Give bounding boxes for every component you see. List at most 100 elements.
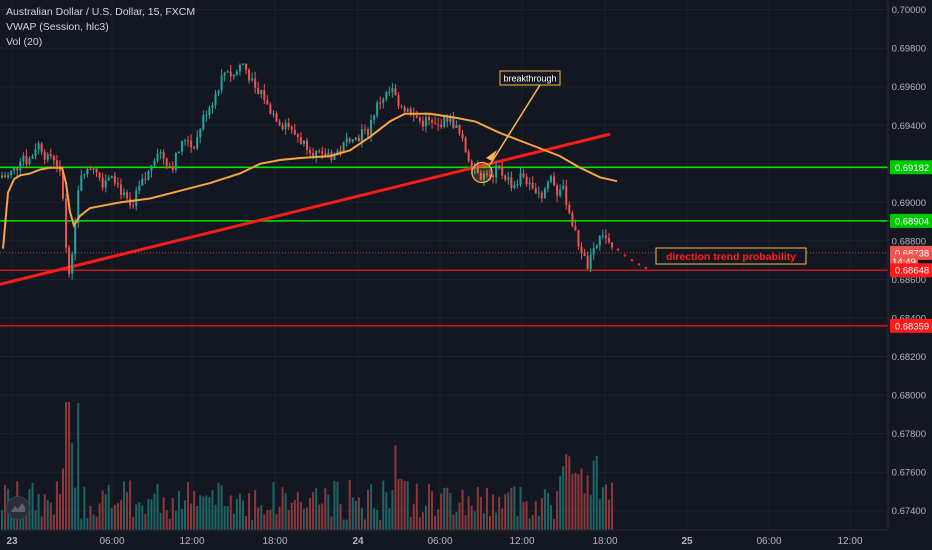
candle-body — [296, 134, 299, 138]
candle-body — [205, 115, 208, 117]
volume-bar — [312, 491, 315, 530]
volume-bar — [101, 490, 104, 530]
candle-body — [184, 140, 186, 142]
candle-body — [43, 151, 46, 160]
candle-body — [440, 124, 443, 127]
candle-body — [318, 150, 321, 152]
volume-bar — [348, 480, 351, 530]
price-axis[interactable]: 0.700000.698000.696000.694000.692000.690… — [887, 0, 932, 550]
candle-body — [49, 154, 52, 157]
candle-body — [397, 95, 400, 107]
volume-bar — [147, 498, 150, 530]
candle-body — [55, 160, 58, 167]
volume-bars — [1, 402, 613, 530]
volume-bar — [153, 493, 156, 530]
volume-bar — [376, 510, 379, 530]
candle-body — [540, 192, 543, 199]
candle-body — [263, 90, 266, 100]
volume-bar — [168, 518, 171, 530]
candle-body — [473, 166, 476, 169]
volume-bar — [235, 499, 238, 530]
volume-bar — [37, 493, 40, 530]
candle-body — [595, 245, 598, 248]
price-tick-label: 0.70000 — [892, 5, 926, 16]
candle-body — [321, 151, 324, 154]
candle-body — [415, 115, 418, 118]
candle-body — [421, 120, 424, 127]
candle-body — [144, 178, 147, 180]
candle-body — [196, 136, 199, 149]
candle-body — [482, 173, 485, 180]
candle-body — [95, 168, 98, 173]
candle-body — [559, 189, 562, 196]
volume-bar — [437, 509, 440, 530]
candle-body — [138, 185, 141, 191]
time-axis[interactable]: 23 06:00 12:00 18:00 24 06:00 12:00 18:00 25 06:0… — [0, 529, 932, 550]
volume-bar — [550, 505, 552, 530]
candle-body — [229, 71, 232, 77]
candle-body — [583, 252, 586, 257]
volume-bar — [266, 510, 269, 530]
candle-body — [467, 152, 470, 161]
candle-body — [214, 93, 217, 105]
candle-body — [568, 204, 571, 214]
candle-body — [174, 152, 177, 171]
volume-bar — [251, 519, 254, 530]
candle-body — [34, 149, 37, 157]
candle-body — [171, 166, 174, 171]
candle-body — [223, 72, 226, 76]
candle-body — [7, 175, 10, 178]
volume-bar — [232, 513, 235, 530]
volume-bar — [58, 494, 61, 530]
volume-bar — [424, 505, 427, 530]
volume-bar — [226, 505, 229, 530]
volume-bar — [116, 503, 119, 530]
candle-body — [443, 115, 446, 127]
candle-body — [577, 230, 580, 247]
candle-body — [354, 137, 357, 140]
candle-body — [604, 235, 607, 239]
candle-body — [309, 149, 312, 154]
volume-bar — [351, 497, 354, 530]
candle-body — [37, 143, 40, 150]
candle-body — [89, 168, 92, 170]
tradingview-logo-icon[interactable] — [6, 496, 30, 520]
volume-bar — [138, 502, 141, 530]
vwap-indicator-label[interactable]: VWAP (Session, hlc3) — [6, 21, 109, 33]
time-tick-label: 12:00 — [509, 536, 534, 547]
candle-body — [428, 117, 430, 121]
volume-bar — [220, 485, 223, 530]
candle-body — [153, 160, 156, 166]
volume-bar — [604, 484, 607, 530]
volume-bar — [211, 490, 214, 530]
candle-body — [391, 88, 394, 92]
price-label: 0.68359 — [895, 321, 929, 332]
candle-body — [403, 107, 406, 112]
volume-bar — [306, 507, 308, 530]
price-tick-label: 0.67600 — [892, 468, 926, 479]
volume-bar — [95, 516, 98, 530]
volume-bar — [379, 519, 382, 530]
volume-bar — [388, 508, 391, 530]
candle-body — [537, 192, 540, 194]
candle-body — [238, 64, 241, 72]
volume-bar — [571, 474, 574, 530]
volume-bar — [324, 488, 327, 530]
candle-body — [68, 247, 71, 274]
volume-bar — [129, 480, 132, 530]
volume-bar — [293, 500, 296, 530]
volume-indicator-label[interactable]: Vol (20) — [6, 36, 43, 48]
candle-body — [543, 188, 546, 199]
candle-body — [180, 140, 183, 152]
volume-bar — [171, 497, 174, 530]
candle-body — [31, 156, 34, 159]
vwap-path — [2, 112, 618, 249]
volume-bar — [434, 516, 437, 530]
candle-body — [46, 154, 49, 160]
volume-bar — [495, 512, 498, 530]
symbol-title[interactable]: Australian Dollar / U.S. Dollar, 15, FXC… — [6, 6, 196, 18]
candle-body — [132, 205, 135, 207]
volume-bar — [1, 510, 3, 530]
volume-bar — [318, 504, 321, 530]
